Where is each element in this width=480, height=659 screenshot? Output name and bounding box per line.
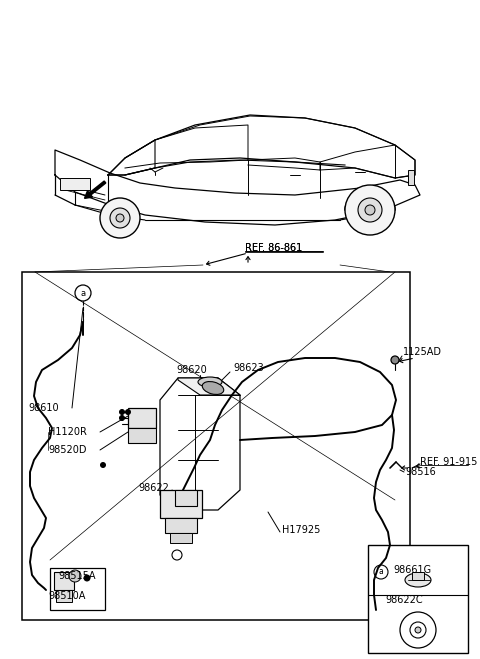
Bar <box>408 170 414 185</box>
Text: REF. 86-861: REF. 86-861 <box>245 243 302 253</box>
Text: REF. 91-915: REF. 91-915 <box>420 457 478 467</box>
Circle shape <box>110 208 130 228</box>
Text: 98661G: 98661G <box>393 565 431 575</box>
Circle shape <box>415 627 421 633</box>
Text: 98620: 98620 <box>176 365 207 375</box>
FancyArrow shape <box>84 181 106 198</box>
Circle shape <box>100 462 106 468</box>
Text: 98610: 98610 <box>28 403 59 413</box>
Text: 98623: 98623 <box>233 363 264 373</box>
Text: a: a <box>379 567 384 577</box>
Bar <box>60 178 90 190</box>
Bar <box>128 408 156 428</box>
Bar <box>128 428 156 443</box>
Circle shape <box>100 198 140 238</box>
Circle shape <box>358 198 382 222</box>
Bar <box>56 590 72 602</box>
Bar <box>175 490 197 506</box>
Circle shape <box>120 416 124 420</box>
Ellipse shape <box>198 377 222 387</box>
Circle shape <box>365 205 375 215</box>
Circle shape <box>84 575 90 581</box>
Text: 98510A: 98510A <box>48 591 85 601</box>
Bar <box>165 518 197 533</box>
Circle shape <box>116 214 124 222</box>
Bar <box>412 572 424 580</box>
Text: 1125AD: 1125AD <box>403 347 442 357</box>
Text: 98516: 98516 <box>405 467 436 477</box>
Circle shape <box>125 409 131 415</box>
Circle shape <box>391 356 399 364</box>
Bar <box>50 568 105 610</box>
Circle shape <box>69 570 81 582</box>
Polygon shape <box>178 378 240 395</box>
Circle shape <box>120 409 124 415</box>
Bar <box>160 490 202 518</box>
Text: 98520D: 98520D <box>48 445 86 455</box>
Ellipse shape <box>405 573 431 587</box>
Circle shape <box>345 185 395 235</box>
Ellipse shape <box>202 382 224 395</box>
Text: H1120R: H1120R <box>48 427 87 437</box>
Text: 98622: 98622 <box>138 483 169 493</box>
Text: 98622C: 98622C <box>385 595 422 605</box>
Bar <box>22 272 410 620</box>
Bar <box>368 545 468 653</box>
Text: a: a <box>81 289 85 297</box>
Text: REF. 86-861: REF. 86-861 <box>245 243 302 253</box>
Text: H17925: H17925 <box>282 525 320 535</box>
Text: 98515A: 98515A <box>58 571 96 581</box>
Bar <box>170 533 192 543</box>
Bar <box>54 572 74 590</box>
